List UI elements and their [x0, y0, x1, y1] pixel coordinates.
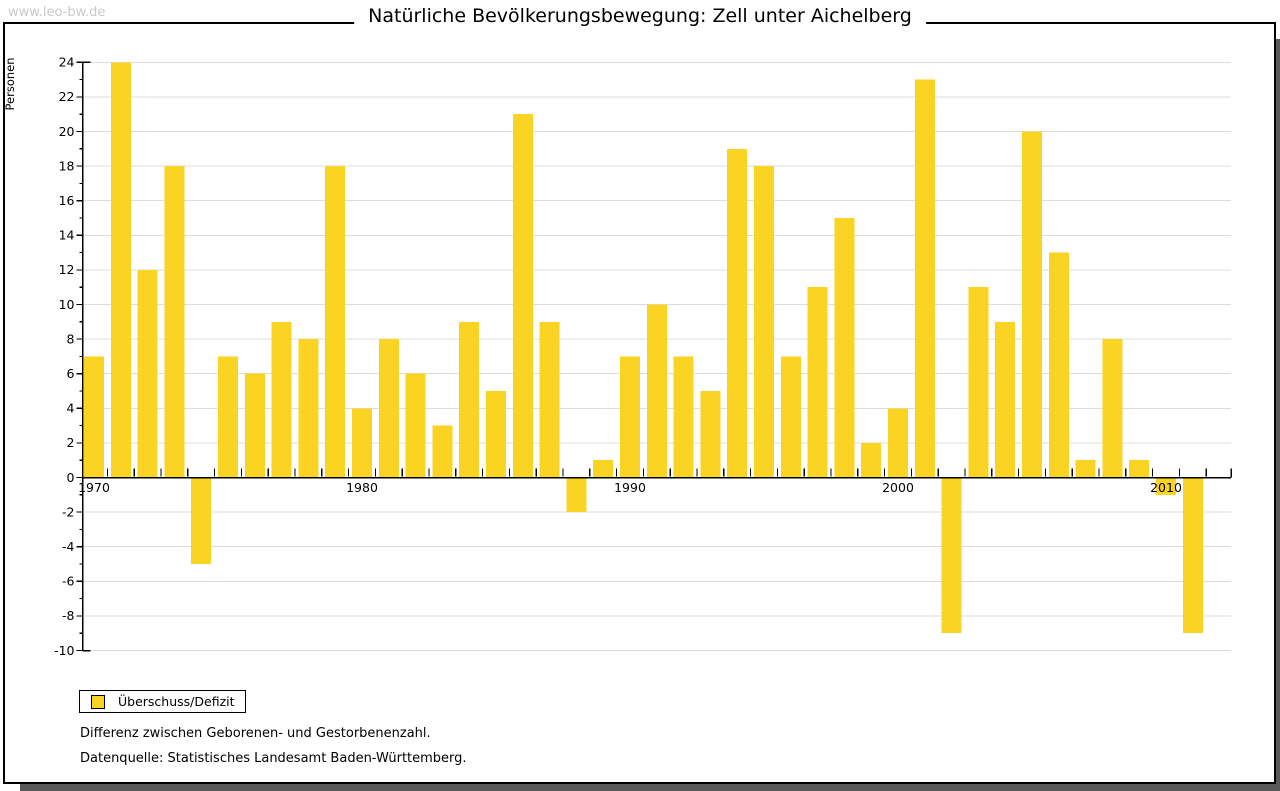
bar-1980: [352, 408, 372, 478]
chart-title: Natürliche Bevölkerungsbewegung: Zell un…: [354, 5, 926, 27]
y-tick-label: -2: [62, 504, 74, 519]
x-tick-label: 1990: [614, 480, 646, 495]
bar-1979: [325, 166, 346, 478]
y-tick-label: 12: [59, 262, 75, 277]
bar-1981: [378, 339, 399, 478]
y-axis-title: Personen: [3, 57, 17, 110]
bar-1983: [432, 425, 453, 478]
y-tick-label: 4: [67, 401, 75, 416]
bar-1974: [191, 477, 212, 564]
bar-1985: [486, 391, 506, 478]
y-tick-label: 24: [59, 55, 75, 70]
bar-1995: [754, 166, 774, 478]
y-tick-label: 18: [59, 158, 75, 173]
bar-1990: [620, 356, 640, 478]
bar-1973: [164, 166, 185, 478]
y-tick-label: -6: [62, 574, 75, 589]
bar-1986: [512, 114, 533, 478]
y-tick-label: 0: [67, 470, 75, 485]
y-tick-label: 8: [67, 331, 75, 346]
legend-box: Überschuss/Defizit: [79, 690, 246, 713]
bar-1992: [673, 356, 694, 478]
bar-1998: [834, 218, 855, 478]
y-tick-label: -4: [62, 539, 75, 554]
bar-1982: [405, 373, 426, 478]
bar-2003: [968, 287, 989, 478]
bar-1971: [110, 62, 131, 478]
bar-2005: [1022, 131, 1042, 478]
bar-1999: [861, 442, 882, 478]
bar-1993: [700, 391, 721, 478]
bar-1997: [807, 287, 828, 478]
bar-1976: [244, 373, 265, 478]
y-tick-label: 6: [67, 366, 75, 381]
legend-label: Überschuss/Defizit: [118, 694, 235, 709]
y-tick-label: 16: [59, 193, 75, 208]
footnote-source: Datenquelle: Statistisches Landesamt Bad…: [80, 751, 467, 766]
y-tick-label: -10: [54, 643, 74, 658]
bar-1977: [271, 321, 292, 478]
bar-2000: [888, 408, 908, 478]
bar-2007: [1075, 460, 1096, 478]
bar-1987: [539, 321, 560, 478]
bar-1970: [84, 356, 104, 478]
bar-2004: [995, 321, 1016, 478]
y-tick-label: 22: [59, 89, 75, 104]
x-tick-label: 2000: [882, 480, 914, 495]
bar-1984: [459, 321, 480, 478]
bar-1972: [137, 269, 158, 478]
bar-1991: [646, 304, 667, 478]
bar-2011: [1182, 477, 1203, 634]
bar-2010: [1156, 477, 1176, 495]
bar-1994: [727, 148, 748, 478]
y-tick-label: 2: [67, 435, 75, 450]
x-tick-label: 1980: [346, 480, 378, 495]
legend-color-swatch: [91, 694, 105, 709]
bar-1978: [298, 339, 319, 478]
bar-2006: [1048, 252, 1069, 478]
y-tick-label: 20: [59, 124, 75, 139]
y-tick-label: 14: [59, 228, 75, 243]
footnote-definition: Differenz zwischen Geborenen- und Gestor…: [80, 726, 431, 741]
y-tick-label: -8: [62, 608, 75, 623]
bar-1989: [593, 460, 614, 478]
watermark-leo-bw: www.leo-bw.de: [8, 5, 106, 20]
x-tick-label: 2010: [1150, 480, 1182, 495]
x-tick-label: 1970: [78, 480, 110, 495]
y-tick-label: 10: [59, 297, 75, 312]
bar-1975: [218, 356, 238, 478]
bar-1988: [566, 477, 587, 513]
bar-2001: [914, 79, 935, 478]
bar-2002: [941, 477, 962, 634]
bar-2008: [1102, 339, 1123, 478]
bar-1996: [780, 356, 801, 478]
bar-2009: [1129, 460, 1150, 478]
